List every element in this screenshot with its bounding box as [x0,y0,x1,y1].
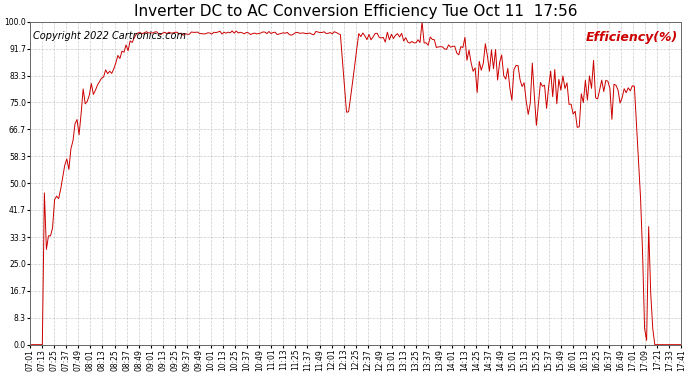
Text: Copyright 2022 Cartronics.com: Copyright 2022 Cartronics.com [33,32,186,41]
Text: Efficiency(%): Efficiency(%) [586,32,678,44]
Title: Inverter DC to AC Conversion Efficiency Tue Oct 11  17:56: Inverter DC to AC Conversion Efficiency … [134,4,578,19]
